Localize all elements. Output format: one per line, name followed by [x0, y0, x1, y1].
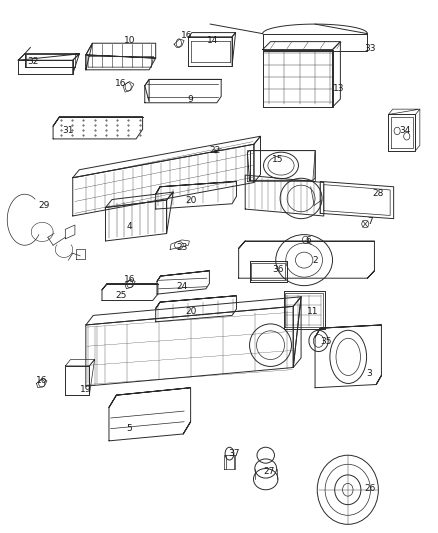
Text: 16: 16 [115, 78, 127, 87]
Text: 31: 31 [63, 126, 74, 135]
Text: 36: 36 [272, 265, 284, 273]
Text: 2: 2 [312, 256, 318, 264]
Text: 4: 4 [127, 222, 132, 231]
Text: 32: 32 [28, 58, 39, 66]
Text: 27: 27 [264, 467, 275, 475]
Text: 20: 20 [185, 307, 196, 316]
Text: 16: 16 [124, 275, 135, 284]
Text: 33: 33 [364, 44, 375, 53]
Text: 11: 11 [307, 307, 318, 316]
Text: 25: 25 [115, 291, 127, 300]
Text: 10: 10 [124, 36, 135, 45]
Text: 7: 7 [367, 217, 372, 226]
Text: 14: 14 [207, 36, 218, 45]
Text: 15: 15 [272, 155, 284, 164]
Text: 13: 13 [333, 84, 345, 93]
Text: 6: 6 [306, 237, 311, 246]
Text: 16: 16 [36, 376, 48, 385]
Text: 29: 29 [39, 201, 50, 210]
Text: 24: 24 [176, 282, 187, 291]
Text: 34: 34 [399, 126, 410, 135]
Text: 22: 22 [209, 146, 220, 155]
Text: 9: 9 [188, 94, 194, 103]
Text: 23: 23 [176, 244, 187, 253]
Text: 20: 20 [185, 196, 196, 205]
Text: 28: 28 [373, 189, 384, 198]
Text: 16: 16 [180, 31, 192, 40]
Text: 3: 3 [367, 369, 372, 378]
Text: 26: 26 [364, 484, 375, 493]
Text: 37: 37 [229, 449, 240, 458]
Text: 19: 19 [80, 385, 92, 394]
Text: 5: 5 [127, 424, 132, 433]
Text: 35: 35 [320, 337, 332, 346]
